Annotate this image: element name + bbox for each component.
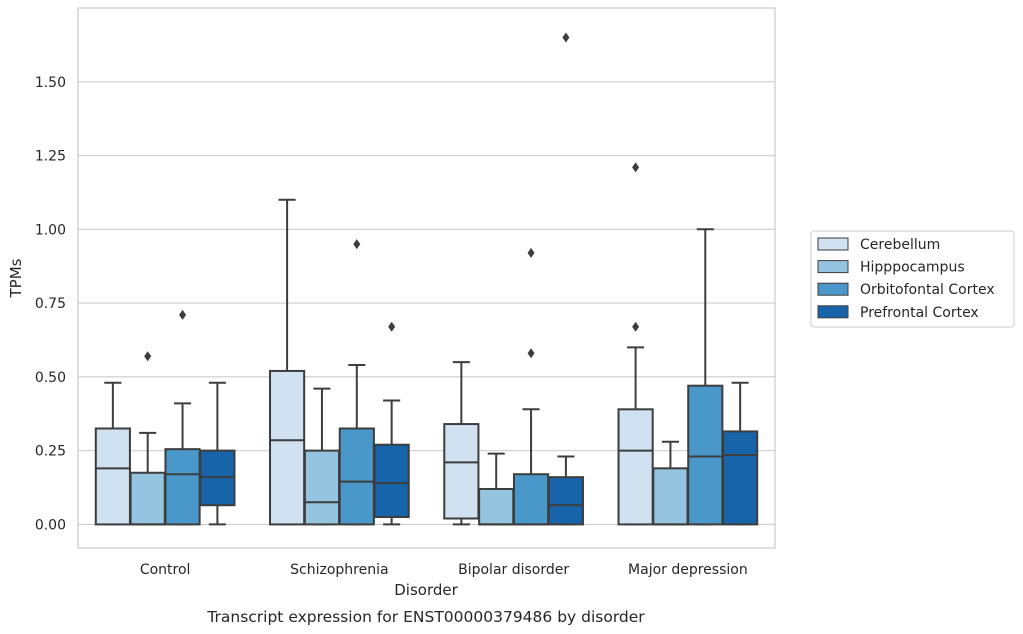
legend-frame xyxy=(810,230,1015,328)
box-body xyxy=(303,449,341,526)
outlier-point xyxy=(632,162,640,173)
outlier-point xyxy=(144,351,152,362)
box-body xyxy=(478,487,515,526)
box-1-2 xyxy=(338,239,375,526)
y-tick-label: 0.50 xyxy=(35,370,66,386)
outlier-point xyxy=(179,309,187,320)
box-body xyxy=(687,384,724,526)
legend-label: Hipppocampus xyxy=(860,260,965,276)
outlier-point xyxy=(562,32,570,43)
x-tick-labels: Control Schizophrenia Bipolar disorder Majo… xyxy=(140,562,748,578)
box-body xyxy=(652,467,689,526)
box-body xyxy=(94,427,131,526)
outlier-point xyxy=(353,239,361,250)
x-tick-label: Schizophrenia xyxy=(290,562,388,578)
box-body xyxy=(338,427,375,526)
legend-swatch xyxy=(817,237,849,251)
y-axis-label: TPMs xyxy=(7,258,25,298)
y-tick-label: 1.00 xyxy=(35,222,66,238)
legend-swatch xyxy=(817,260,849,274)
legend-label: Orbitofontal Cortex xyxy=(860,282,995,298)
box-body xyxy=(722,430,759,526)
box-body xyxy=(443,423,480,520)
outlier-point xyxy=(527,247,535,258)
box-3-0 xyxy=(617,162,654,526)
box-3-3 xyxy=(722,381,759,526)
x-tick-label: Control xyxy=(140,562,191,578)
legend-label: Prefrontal Cortex xyxy=(860,305,979,321)
y-tick-labels: 0.00 0.25 0.50 0.75 1.00 1.25 1.50 xyxy=(35,75,66,534)
box-2-3 xyxy=(547,32,584,526)
box-0-0 xyxy=(94,381,131,526)
box-body xyxy=(129,471,166,526)
chart-caption: Transcript expression for ENST0000037948… xyxy=(206,608,645,626)
y-tick-label: 0.25 xyxy=(35,444,66,460)
y-tick-label: 1.25 xyxy=(35,149,66,165)
legend-swatch xyxy=(817,282,849,296)
box-2-0 xyxy=(443,361,480,526)
box-body xyxy=(164,448,201,526)
legend-label: Cerebellum xyxy=(860,237,940,253)
box-body xyxy=(512,473,550,526)
box-1-3 xyxy=(373,321,410,526)
box-body xyxy=(617,408,654,526)
outlier-point xyxy=(632,321,640,332)
legend-swatch xyxy=(817,305,849,319)
box-body xyxy=(373,443,410,519)
box-3-1 xyxy=(652,440,689,526)
box-2-1 xyxy=(478,452,515,526)
boxes xyxy=(94,32,759,526)
x-tick-label: Bipolar disorder xyxy=(458,562,569,578)
x-axis-label: Disorder xyxy=(394,581,458,599)
box-0-2 xyxy=(164,309,201,526)
legend: Cerebellum Hipppocampus Orbitofontal Corte… xyxy=(810,230,1015,328)
box-body xyxy=(547,476,584,526)
outlier-point xyxy=(527,348,535,359)
y-tick-label: 1.50 xyxy=(35,75,66,91)
box-body xyxy=(269,369,306,526)
y-tick-label: 0.00 xyxy=(35,517,66,533)
box-1-0 xyxy=(269,198,306,526)
box-0-3 xyxy=(199,381,236,526)
x-tick-label: Major depression xyxy=(628,562,748,578)
outlier-point xyxy=(388,321,396,332)
y-tick-label: 0.75 xyxy=(35,296,66,312)
